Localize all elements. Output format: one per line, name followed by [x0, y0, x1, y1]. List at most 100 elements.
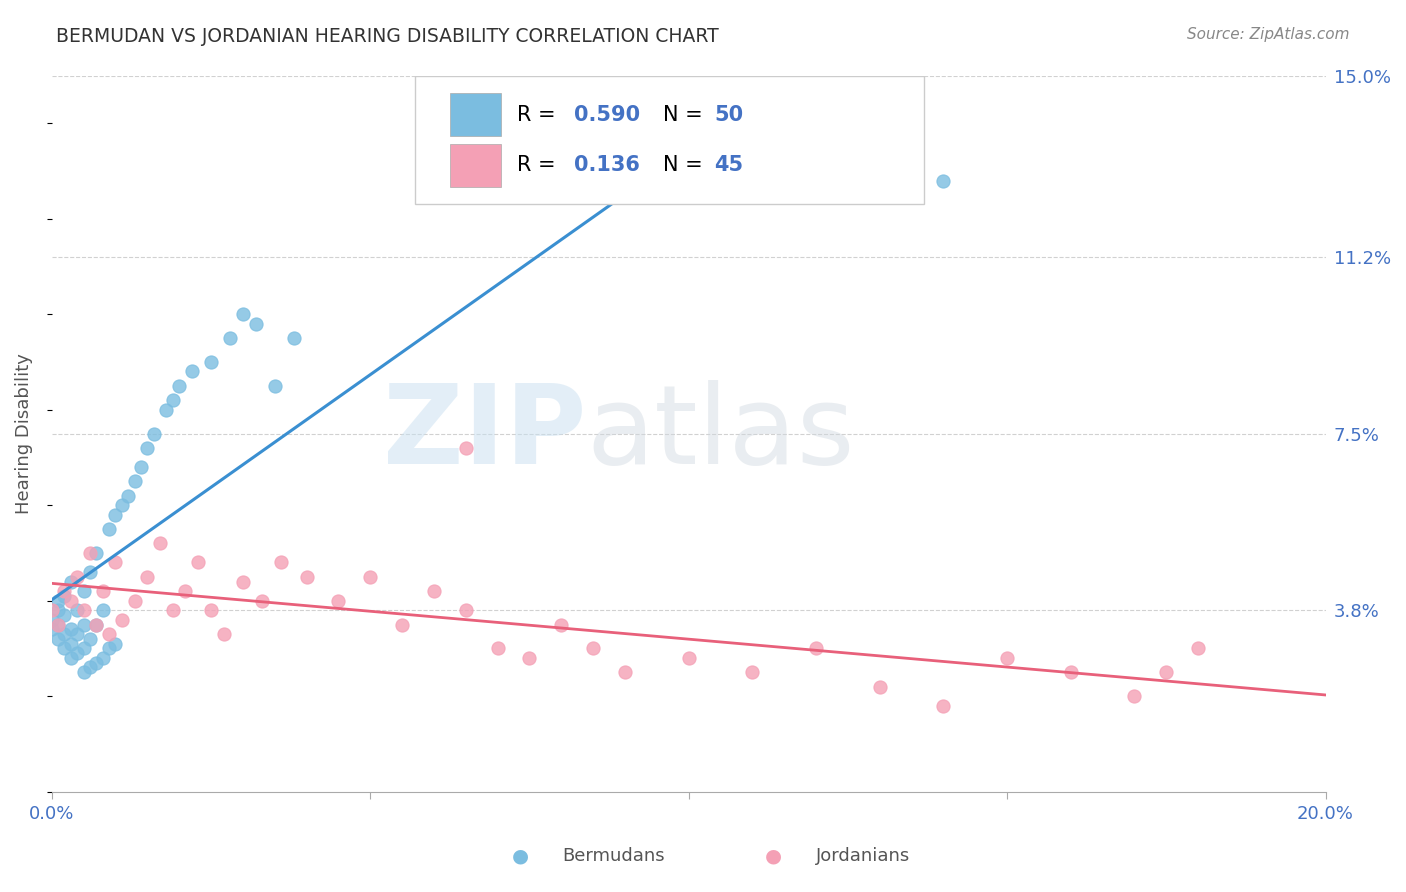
- Point: [86, 656, 108, 670]
- Point: [117, 489, 139, 503]
- Text: 50: 50: [714, 104, 744, 125]
- Point: [98, 641, 121, 656]
- Point: [200, 603, 222, 617]
- Point: [79, 546, 101, 560]
- Point: [180, 364, 202, 378]
- Text: 0.590: 0.590: [574, 104, 640, 125]
- Point: [79, 565, 101, 579]
- Point: [46, 593, 69, 607]
- Point: [59, 651, 82, 665]
- FancyBboxPatch shape: [415, 76, 924, 204]
- Point: [1187, 641, 1209, 656]
- Text: ●: ●: [765, 847, 782, 866]
- Point: [359, 570, 381, 584]
- Point: [187, 556, 209, 570]
- Text: BERMUDAN VS JORDANIAN HEARING DISABILITY CORRELATION CHART: BERMUDAN VS JORDANIAN HEARING DISABILITY…: [56, 27, 718, 45]
- Point: [104, 508, 127, 522]
- Point: [72, 641, 94, 656]
- Point: [519, 651, 541, 665]
- Point: [250, 593, 273, 607]
- Point: [59, 637, 82, 651]
- Point: [167, 379, 190, 393]
- Point: [41, 603, 63, 617]
- Point: [72, 665, 94, 680]
- Point: [86, 617, 108, 632]
- FancyBboxPatch shape: [450, 144, 502, 186]
- Point: [79, 660, 101, 674]
- Text: ZIP: ZIP: [384, 380, 586, 487]
- Point: [66, 603, 89, 617]
- Point: [41, 613, 63, 627]
- Point: [162, 393, 184, 408]
- Point: [1123, 689, 1146, 703]
- Point: [79, 632, 101, 646]
- Point: [104, 556, 127, 570]
- Point: [263, 379, 285, 393]
- Point: [678, 651, 700, 665]
- Point: [932, 698, 955, 713]
- Text: Bermudans: Bermudans: [562, 847, 665, 865]
- Point: [142, 426, 165, 441]
- Point: [1060, 665, 1083, 680]
- Point: [613, 665, 636, 680]
- Point: [72, 603, 94, 617]
- Point: [162, 603, 184, 617]
- Text: ●: ●: [512, 847, 529, 866]
- Point: [53, 584, 76, 599]
- Point: [59, 574, 82, 589]
- Point: [869, 680, 891, 694]
- Text: N =: N =: [664, 104, 710, 125]
- Point: [91, 651, 114, 665]
- Point: [155, 402, 177, 417]
- Point: [391, 617, 413, 632]
- Point: [295, 570, 318, 584]
- Point: [72, 584, 94, 599]
- Point: [200, 355, 222, 369]
- Text: N =: N =: [664, 155, 710, 175]
- Point: [53, 607, 76, 622]
- Point: [124, 593, 146, 607]
- Point: [550, 617, 572, 632]
- Text: Jordanians: Jordanians: [815, 847, 910, 865]
- Point: [98, 627, 121, 641]
- Point: [46, 632, 69, 646]
- Point: [149, 536, 172, 550]
- Text: atlas: atlas: [586, 380, 855, 487]
- Point: [41, 622, 63, 636]
- Point: [283, 331, 305, 345]
- Point: [66, 646, 89, 660]
- Point: [328, 593, 350, 607]
- Point: [804, 641, 827, 656]
- Point: [53, 641, 76, 656]
- Point: [104, 637, 127, 651]
- Point: [46, 617, 69, 632]
- Point: [423, 584, 446, 599]
- Point: [219, 331, 242, 345]
- Point: [129, 460, 152, 475]
- Point: [136, 441, 159, 455]
- Y-axis label: Hearing Disability: Hearing Disability: [15, 353, 32, 514]
- Text: R =: R =: [516, 104, 562, 125]
- Point: [72, 617, 94, 632]
- Point: [995, 651, 1018, 665]
- Point: [136, 570, 159, 584]
- Point: [454, 603, 477, 617]
- Text: 45: 45: [714, 155, 744, 175]
- Point: [53, 627, 76, 641]
- Point: [582, 641, 605, 656]
- Point: [1156, 665, 1178, 680]
- Text: 0.136: 0.136: [574, 155, 640, 175]
- Point: [454, 441, 477, 455]
- Point: [232, 574, 254, 589]
- Point: [66, 627, 89, 641]
- Point: [91, 603, 114, 617]
- Point: [124, 475, 146, 489]
- Point: [212, 627, 235, 641]
- Point: [66, 570, 89, 584]
- Point: [59, 593, 82, 607]
- Point: [245, 317, 267, 331]
- Text: R =: R =: [516, 155, 568, 175]
- Point: [46, 617, 69, 632]
- Point: [741, 665, 763, 680]
- Point: [111, 498, 134, 512]
